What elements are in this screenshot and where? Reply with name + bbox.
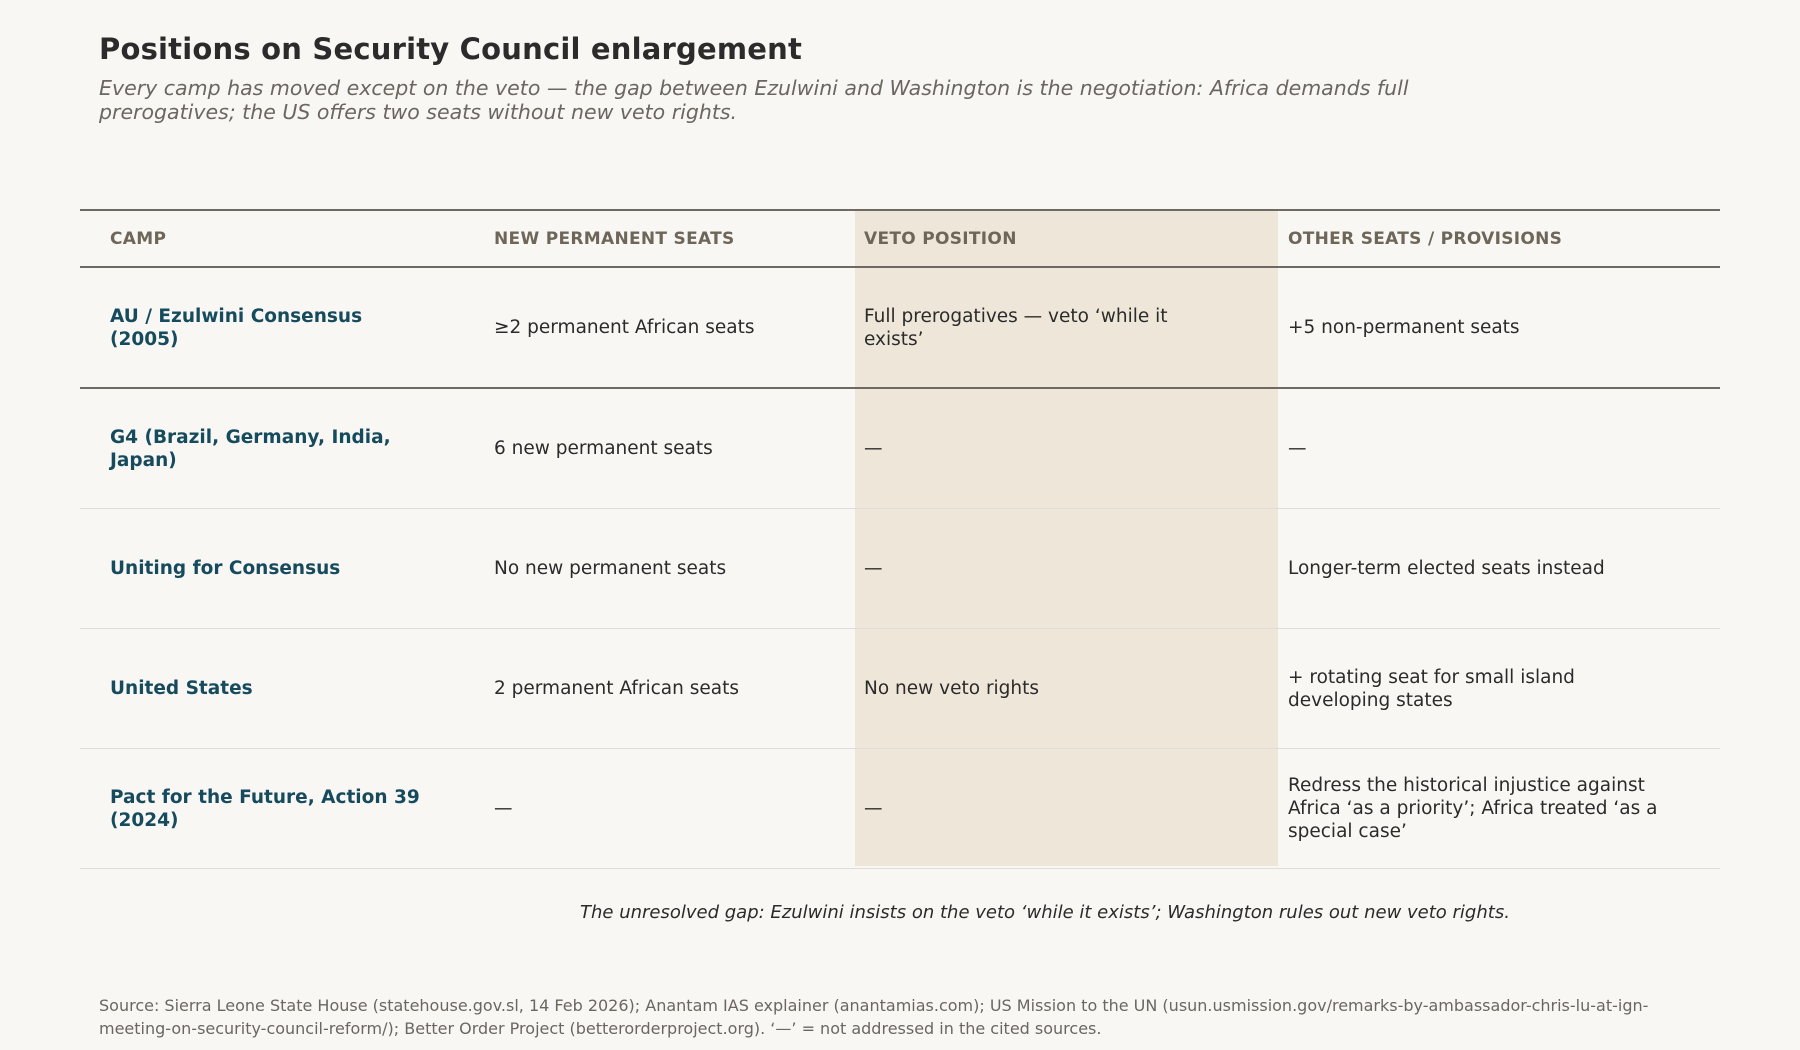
other-provisions-cell: Redress the historical injustice against…: [1268, 748, 1720, 869]
table-row: United States 2 permanent African seats …: [80, 628, 1720, 749]
positions-table: CAMP NEW PERMANENT SEATS VETO POSITION O…: [80, 209, 1720, 869]
other-provisions-cell: —: [1268, 388, 1720, 509]
veto-cell: Full prerogatives — veto ‘while it exist…: [854, 267, 1268, 389]
permanent-seats-cell: 6 new permanent seats: [494, 388, 854, 509]
veto-cell: —: [854, 748, 1268, 869]
other-provisions-cell: +5 non-permanent seats: [1268, 267, 1720, 389]
positions-table-container: CAMP NEW PERMANENT SEATS VETO POSITION O…: [80, 209, 1720, 869]
veto-cell: No new veto rights: [854, 628, 1268, 749]
permanent-seats-cell: —: [494, 748, 854, 869]
gap-annotation: The unresolved gap: Ezulwini insists on …: [580, 902, 1510, 923]
veto-cell: —: [854, 508, 1268, 629]
table-row: G4 (Brazil, Germany, India, Japan) 6 new…: [80, 388, 1720, 509]
table-row: AU / Ezulwini Consensus (2005) ≥2 perman…: [80, 267, 1720, 389]
header-new-permanent-seats: NEW PERMANENT SEATS: [494, 209, 854, 268]
other-provisions-cell: Longer-term elected seats instead: [1268, 508, 1720, 629]
permanent-seats-cell: No new permanent seats: [494, 508, 854, 629]
other-provisions-cell: + rotating seat for small island develop…: [1268, 628, 1720, 749]
camp-cell: United States: [80, 628, 494, 749]
header-camp: CAMP: [80, 209, 494, 268]
header-veto-position: VETO POSITION: [854, 209, 1268, 268]
permanent-seats-cell: 2 permanent African seats: [494, 628, 854, 749]
permanent-seats-cell: ≥2 permanent African seats: [494, 267, 854, 389]
table-row: Pact for the Future, Action 39 (2024) — …: [80, 748, 1720, 869]
page-title: Positions on Security Council enlargemen…: [99, 32, 803, 66]
camp-cell: Uniting for Consensus: [80, 508, 494, 629]
camp-cell: AU / Ezulwini Consensus (2005): [80, 267, 494, 389]
veto-cell: —: [854, 388, 1268, 509]
source-note: Source: Sierra Leone State House (stateh…: [99, 996, 1649, 1038]
camp-cell: G4 (Brazil, Germany, India, Japan): [80, 388, 494, 509]
camp-cell: Pact for the Future, Action 39 (2024): [80, 748, 494, 869]
page-subtitle: Every camp has moved except on the veto …: [99, 76, 1409, 124]
header-other-seats: OTHER SEATS / PROVISIONS: [1268, 209, 1720, 268]
table-row: Uniting for Consensus No new permanent s…: [80, 508, 1720, 629]
table-header-row: CAMP NEW PERMANENT SEATS VETO POSITION O…: [80, 209, 1720, 268]
